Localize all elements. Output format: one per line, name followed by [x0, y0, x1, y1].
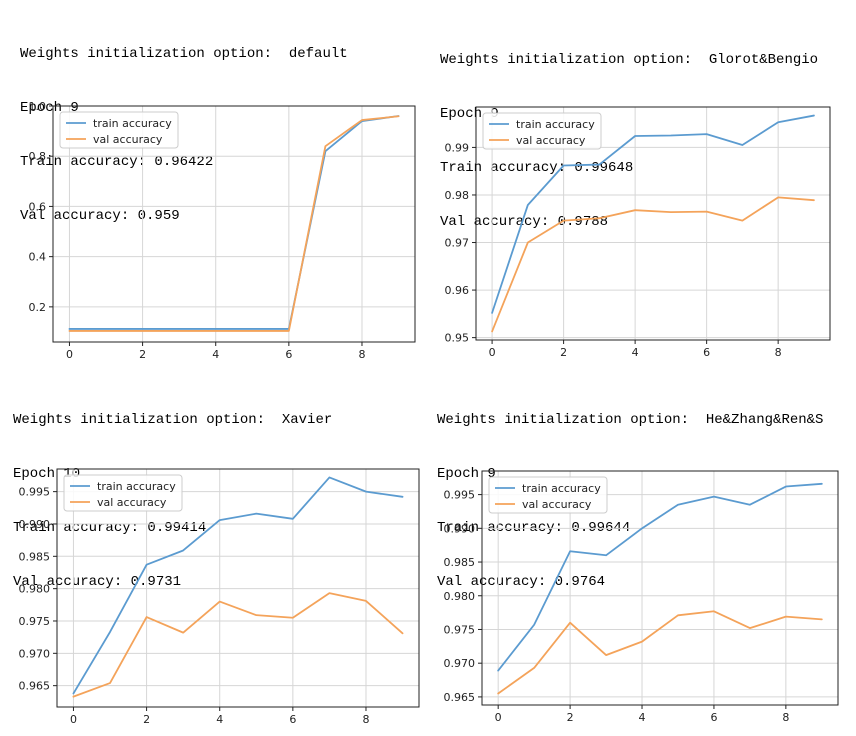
y-tick-label: 0.2: [29, 301, 47, 314]
train-accuracy-line: Train accuracy: 0.96422: [20, 154, 214, 170]
x-tick-label: 4: [632, 346, 639, 359]
legend-box: [63, 474, 183, 512]
val-accuracy-line: Val accuracy: 0.959: [20, 208, 180, 224]
legend-val-label: val accuracy: [93, 133, 163, 146]
y-tick-label: 0.975: [444, 623, 476, 636]
y-tick-label: 0.6: [29, 200, 47, 213]
y-tick-label: 0.995: [19, 486, 51, 499]
y-tick-label: 0.965: [19, 680, 51, 693]
legend-train-label: train accuracy: [516, 118, 595, 131]
epoch-line: Epoch 9: [437, 466, 496, 482]
run-info: Weights initialization option: Xavier Ep…: [13, 375, 332, 627]
train-accuracy-line: [68, 115, 400, 330]
y-tick-label: 0.970: [19, 647, 51, 660]
init-option-line: Weights initialization option: Glorot&Be…: [440, 52, 819, 68]
val-accuracy-line: [68, 115, 400, 332]
legend-box: [59, 111, 179, 149]
legend-val-label: val accuracy: [516, 134, 586, 147]
init-option-line: Weights initialization option: He&Zhang&…: [437, 412, 824, 428]
legend-train-label: train accuracy: [522, 482, 601, 495]
x-tick-label: 6: [710, 711, 717, 724]
x-tick-label: 2: [560, 346, 567, 359]
x-tick-label: 2: [143, 713, 150, 726]
y-tick-label: 0.980: [444, 590, 476, 603]
y-tick-label: 0.990: [19, 518, 51, 531]
legend-box: [488, 476, 608, 514]
plot-frame: [56, 468, 420, 708]
legend-val-label: val accuracy: [97, 496, 167, 509]
y-tick-label: 1.0: [29, 100, 47, 113]
val-accuracy-line: Val accuracy: 0.9731: [13, 574, 182, 590]
x-tick-label: 4: [212, 348, 219, 361]
x-tick-label: 2: [567, 711, 574, 724]
legend-box: [482, 112, 602, 150]
y-tick-label: 0.965: [444, 691, 476, 704]
val-accuracy-line: Val accuracy: 0.9764: [437, 574, 606, 590]
y-tick-label: 0.4: [29, 251, 47, 264]
x-tick-label: 4: [216, 713, 223, 726]
y-tick-label: 0.985: [444, 556, 476, 569]
y-tick-label: 0.990: [444, 522, 476, 535]
run-info: Weights initialization option: He&Zhang&…: [437, 375, 823, 627]
plot-frame: [481, 470, 839, 706]
y-tick-label: 0.8: [29, 150, 47, 163]
x-tick-label: 4: [639, 711, 646, 724]
epoch-line: Epoch 9: [20, 100, 79, 116]
val-accuracy-line: [497, 610, 823, 695]
legend-val-label: val accuracy: [522, 498, 592, 511]
x-tick-label: 0: [66, 348, 73, 361]
x-tick-label: 8: [775, 346, 782, 359]
plot-frame: [52, 105, 416, 343]
y-tick-label: 0.95: [445, 332, 470, 345]
y-tick-label: 0.995: [444, 489, 476, 502]
x-tick-label: 6: [289, 713, 296, 726]
y-tick-label: 0.980: [19, 583, 51, 596]
x-tick-label: 0: [489, 346, 496, 359]
x-tick-label: 0: [495, 711, 502, 724]
run-info: Weights initialization option: default E…: [20, 9, 348, 261]
plot-frame: [475, 106, 831, 341]
y-tick-label: 0.970: [444, 657, 476, 670]
y-tick-label: 0.975: [19, 615, 51, 628]
legend-train-label: train accuracy: [97, 480, 176, 493]
legend-train-label: train accuracy: [93, 117, 172, 130]
x-tick-label: 8: [362, 713, 369, 726]
x-tick-label: 8: [358, 348, 365, 361]
init-option-line: Weights initialization option: Xavier: [13, 412, 333, 428]
y-tick-label: 0.96: [445, 284, 470, 297]
train-accuracy-line: [491, 114, 815, 314]
y-tick-label: 0.98: [445, 189, 470, 202]
x-tick-label: 8: [782, 711, 789, 724]
init-option-line: Weights initialization option: default: [20, 46, 348, 62]
train-accuracy-line: [497, 482, 823, 672]
x-tick-label: 6: [285, 348, 292, 361]
val-accuracy-line: [491, 196, 815, 333]
train-accuracy-line: [72, 476, 404, 695]
x-tick-label: 0: [70, 713, 77, 726]
x-tick-label: 2: [139, 348, 146, 361]
y-tick-label: 0.97: [445, 237, 470, 250]
x-tick-label: 6: [703, 346, 710, 359]
y-tick-label: 0.99: [445, 141, 470, 154]
y-tick-label: 0.985: [19, 550, 51, 563]
val-accuracy-line: [72, 592, 404, 698]
